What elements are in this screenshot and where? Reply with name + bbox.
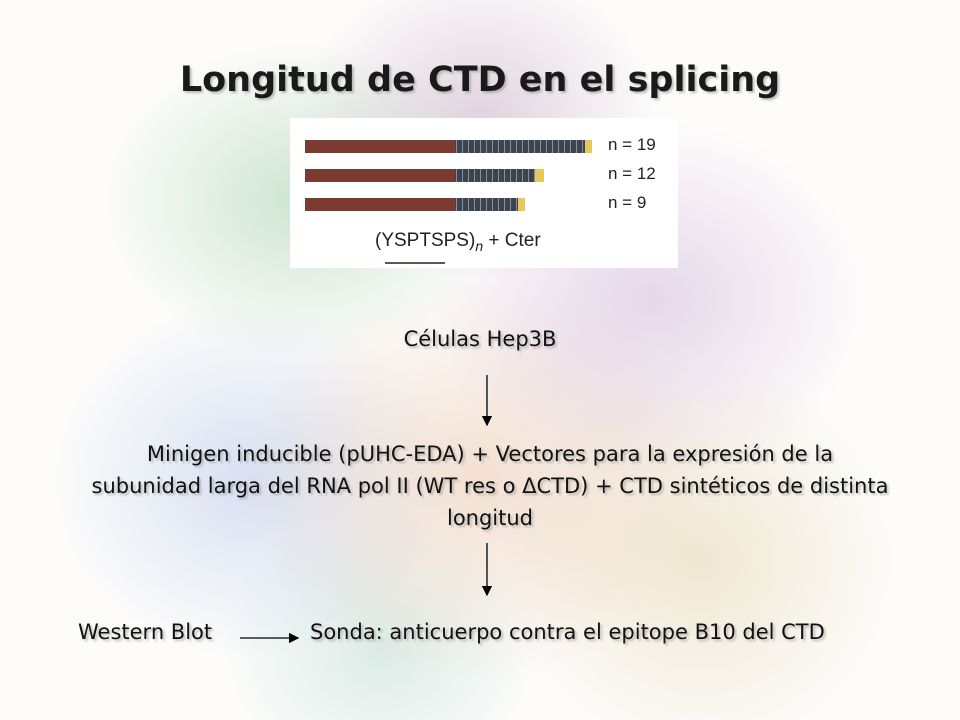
step-text: Sonda: anticuerpo contra el epitope B10 … bbox=[310, 620, 825, 644]
caption-subscript: n bbox=[475, 237, 484, 254]
bar-diagram bbox=[305, 140, 592, 264]
bar-row bbox=[305, 140, 592, 153]
caption-repeat: (YSPTSPS) bbox=[375, 230, 476, 251]
figure: n = 19 n = 12 n = 9 (YSPTSPS)n + Cter bbox=[290, 118, 678, 268]
step-text: Minigen inducible (pUHC-EDA) + Vectores … bbox=[91, 442, 889, 530]
step-text: Células Hep3B bbox=[403, 327, 557, 351]
caption-suffix: + Cter bbox=[488, 230, 541, 251]
slide-title: Longitud de CTD en el splicing bbox=[179, 60, 781, 100]
row-label: n = 9 bbox=[608, 193, 647, 212]
bar-row bbox=[305, 169, 544, 182]
row-label: n = 12 bbox=[608, 164, 656, 183]
bar-row bbox=[305, 198, 525, 211]
step-text: Western Blot bbox=[78, 620, 213, 644]
row-label: n = 19 bbox=[608, 135, 656, 154]
figure-caption: (YSPTSPS)n + Cter bbox=[375, 230, 541, 254]
